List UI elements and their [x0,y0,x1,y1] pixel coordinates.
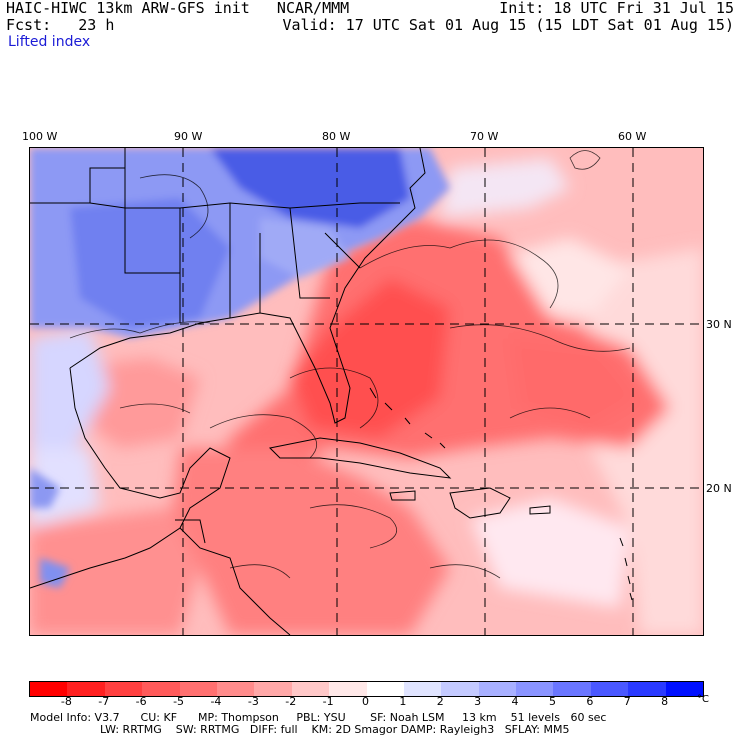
colorbar-swatch [665,682,704,696]
lon-label-70w: 70 W [470,130,499,143]
colorbar-swatch [30,682,68,696]
colorbar-swatch [403,682,442,696]
colorbar-tick-label: -1 [322,695,334,708]
colorbar [29,681,704,697]
colorbar-tick-label: -8 [60,695,72,708]
land-blue-shading [30,148,450,588]
colorbar-tick-label: 8 [661,695,669,708]
lat-label-30n: 30 N [706,318,732,331]
colorbar-tick-label: -2 [285,695,297,708]
coastlines [30,148,633,635]
colorbar-tick-label: -6 [135,695,147,708]
colorbar-tick-label: 5 [548,695,556,708]
map-canvas [30,148,703,635]
lon-label-100w: 100 W [22,130,58,143]
model-info-line1: Model Info: V3.7 CU: KF MP: Thompson PBL… [30,711,607,724]
colorbar-tick-label: 6 [586,695,594,708]
colorbar-tick-label: 4 [511,695,519,708]
contours [69,150,631,579]
colorbar-swatch [329,682,367,696]
lat-label-20n: 20 N [706,482,732,495]
header-right: Init: 18 UTC Fri 31 Jul 15 Valid: 17 UTC… [282,0,734,34]
colorbar-tick-label: 1 [399,695,407,708]
lon-label-90w: 90 W [174,130,203,143]
init-time: Init: 18 UTC Fri 31 Jul 15 [499,0,734,17]
colorbar-swatch [254,682,292,696]
field-shading [30,158,703,635]
colorbar-tick-label: 3 [474,695,482,708]
lon-label-60w: 60 W [618,130,647,143]
model-title: HAIC-HIWC 13km ARW-GFS init NCAR/MMM [6,0,350,17]
colorbar-swatch [216,682,255,696]
variable-name: Lifted index [8,34,91,50]
colorbar-tick-label: -3 [247,695,259,708]
colorbar-tick-label: -5 [173,695,185,708]
colorbar-swatch [291,682,330,696]
colorbar-swatch [441,682,479,696]
colorbar-labels: -8 -7 -6 -5 -4 -3 -2 -1 0 1 2 3 4 5 6 7 8 [29,695,702,709]
colorbar-tick-label: -7 [98,695,110,708]
colorbar-unit: °C [697,694,709,705]
colorbar-tick-label: 0 [362,695,369,708]
model-info-line2: LW: RRTMG SW: RRTMG DIFF: full KM: 2D Sm… [100,723,570,736]
lon-label-80w: 80 W [322,130,351,143]
forecast-hour: Fcst: 23 h [6,16,115,34]
colorbar-swatch [67,682,105,696]
colorbar-swatch [366,682,404,696]
colorbar-swatch [628,682,666,696]
colorbar-tick-label: 2 [436,695,444,708]
colorbar-swatch [478,682,517,696]
header-left: HAIC-HIWC 13km ARW-GFS init NCAR/MMM Fcs… [6,0,349,34]
colorbar-swatch [516,682,554,696]
lifted-index-map [29,147,704,636]
colorbar-swatch [553,682,591,696]
colorbar-swatch [179,682,217,696]
colorbar-swatch [590,682,629,696]
colorbar-swatch [142,682,180,696]
colorbar-swatch [104,682,143,696]
valid-time: Valid: 17 UTC Sat 01 Aug 15 (15 LDT Sat … [282,16,734,34]
colorbar-tick-label: -4 [210,695,222,708]
graticule [30,148,703,635]
colorbar-tick-label: 7 [623,695,631,708]
